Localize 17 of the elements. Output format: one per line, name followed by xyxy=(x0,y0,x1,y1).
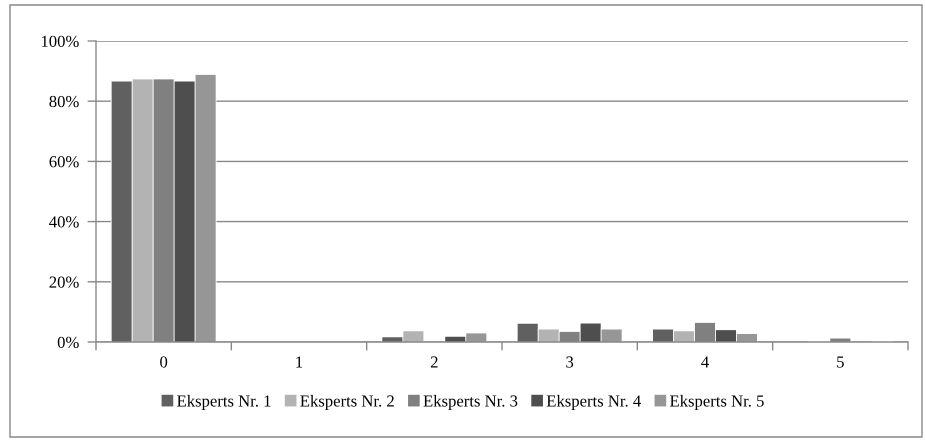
y-tick-label: 0% xyxy=(58,336,79,348)
x-tick-label: 5 xyxy=(837,356,844,368)
legend-label: Eksperts Nr. 2 xyxy=(300,394,394,410)
x-tick-label: 2 xyxy=(430,356,438,368)
x-tick-label: 3 xyxy=(566,356,574,368)
x-tick-label: 1 xyxy=(296,356,302,368)
legend-label: Eksperts Nr. 5 xyxy=(670,394,764,410)
legend-label: Eksperts Nr. 3 xyxy=(424,394,518,410)
legend-label: Eksperts Nr. 4 xyxy=(546,394,641,410)
legend-label: Eksperts Nr. 1 xyxy=(177,394,270,410)
x-tick-label: 0 xyxy=(160,356,168,368)
y-tick-label: 60% xyxy=(50,156,79,168)
y-tick-label: 20% xyxy=(50,276,79,288)
x-tick-label: 4 xyxy=(701,356,709,368)
y-tick-label: 80% xyxy=(49,96,79,108)
y-tick-label: 40% xyxy=(49,216,79,228)
y-tick-label: 100% xyxy=(42,36,79,47)
